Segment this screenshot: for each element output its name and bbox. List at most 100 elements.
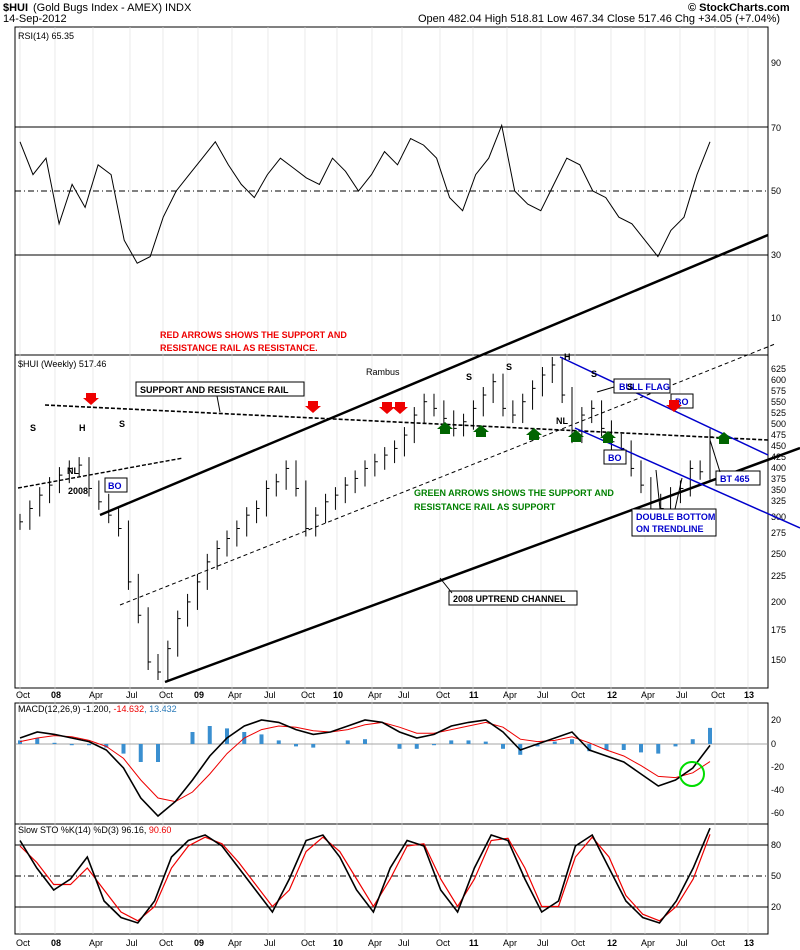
sto-k-line <box>19 827 711 924</box>
macd-signal-value: -14.632 <box>114 704 145 714</box>
price-tick-label: 475 <box>771 430 786 440</box>
red-arrow <box>379 402 395 414</box>
green-arrow <box>568 430 584 442</box>
uptrend-pointer <box>439 577 453 594</box>
bt-label: BT 465 <box>720 474 750 484</box>
label-s-2: S <box>119 419 125 429</box>
x-tick-label: Apr <box>228 938 242 948</box>
x-tick-label: Jul <box>264 938 276 948</box>
red-note-1: RED ARROWS SHOWS THE SUPPORT AND <box>160 330 347 340</box>
price-tick-label: 450 <box>771 441 786 451</box>
label-h-2011: H <box>564 352 571 362</box>
price-tick-label: 625 <box>771 364 786 374</box>
double-bottom-1: DOUBLE BOTTOM <box>636 512 715 522</box>
red-note-2: RESISTANCE RAIL AS RESISTANCE. <box>160 343 318 353</box>
x-tick-label: Jul <box>676 938 688 948</box>
macd-hist-bar <box>466 740 471 744</box>
macd-tick-label: 0 <box>771 739 776 749</box>
rsi-label: RSI(14) 65.35 <box>18 31 74 41</box>
sto-d-line <box>19 834 711 922</box>
label-h-2008: H <box>79 423 86 433</box>
symbol: $HUI <box>3 2 28 14</box>
sr-rail-label: SUPPORT AND RESISTANCE RAIL <box>140 385 289 395</box>
db-pointer-2 <box>655 469 661 510</box>
sto-values: Slow STO %K(14) %D(3) 96.16, <box>18 825 149 835</box>
price-tick-label: 500 <box>771 419 786 429</box>
bull-flag-pointer <box>596 386 615 393</box>
x-tick-label: 08 <box>51 690 61 700</box>
upper-channel-line <box>99 233 769 517</box>
rsi-tick-50: 50 <box>771 186 781 196</box>
price-bars <box>19 356 713 680</box>
macd-tick-label: -40 <box>771 785 784 795</box>
price-tick-label: 550 <box>771 397 786 407</box>
uptrend-label: 2008 UPTREND CHANNEL <box>453 594 566 604</box>
macd-hist-bar <box>552 741 557 744</box>
x-tick-label: Apr <box>368 938 382 948</box>
macd-hist-bar <box>18 740 22 744</box>
x-tick-label: Oct <box>159 938 174 948</box>
green-arrow <box>716 432 732 444</box>
green-arrow <box>437 422 453 434</box>
x-tick-label: 10 <box>333 938 343 948</box>
bt-pointer <box>709 439 721 473</box>
price-panel <box>14 354 769 689</box>
sr-rail-pointer <box>216 395 221 413</box>
x-tick-label: Apr <box>503 690 517 700</box>
green-arrow <box>473 425 489 437</box>
sto-ticks: 80 50 20 <box>771 840 781 912</box>
ohlc: Open 482.04 High 518.81 Low 467.34 Close… <box>418 13 780 25</box>
bo-2008: BO <box>108 481 122 491</box>
label-s-4: S <box>506 362 512 372</box>
x-tick-label: 12 <box>607 938 617 948</box>
x-tick-label: Jul <box>398 690 410 700</box>
bo-box-flag <box>603 449 627 465</box>
author: Rambus <box>366 367 400 377</box>
green-note-2: RESISTANCE RAIL AS SUPPORT <box>414 502 556 512</box>
x-tick-label: Oct <box>711 690 726 700</box>
macd-hist-bar <box>104 744 109 748</box>
lower-channel-line <box>164 446 800 684</box>
macd-hist-bar <box>414 744 419 749</box>
sr-rail-box <box>135 381 305 397</box>
macd-hist-bar <box>259 734 264 744</box>
macd-hist-bar <box>52 742 57 744</box>
macd-hist-value: , 13.432 <box>144 704 177 714</box>
macd-hist-bar <box>673 744 678 747</box>
macd-hist-bar <box>87 744 91 746</box>
red-arrow <box>83 393 99 405</box>
x-tick-label: Oct <box>436 938 451 948</box>
x-tick-label: Jul <box>126 690 138 700</box>
x-tick-label: 12 <box>607 690 617 700</box>
sto-panel <box>14 823 769 935</box>
x-tick-label: 09 <box>194 938 204 948</box>
green-arrow <box>526 428 542 440</box>
x-axis-bottom: Oct 08 Apr Jul Oct 09 Apr Jul Oct 10 Apr Jul Oct 11 Ap… <box>16 938 754 948</box>
sr-rail <box>44 404 769 441</box>
macd-crossover-circle <box>679 761 705 787</box>
macd-hist-bar <box>121 744 126 754</box>
rsi-tick-90: 90 <box>771 58 781 68</box>
macd-hist-bar <box>535 744 540 747</box>
red-arrow <box>305 401 321 413</box>
macd-hist-bar <box>225 728 229 744</box>
macd-tick-label: 20 <box>771 715 781 725</box>
x-tick-label: Apr <box>641 938 655 948</box>
price-tick-label: 350 <box>771 485 786 495</box>
x-axis-price: Oct 08 Apr Jul Oct 09 Apr Jul Oct 10 Apr Jul Oct 11 Ap… <box>16 690 754 700</box>
x-tick-label: Apr <box>228 690 242 700</box>
bull-flag-box <box>613 378 671 394</box>
vertical-grid <box>19 27 749 934</box>
macd-hist-bar <box>397 744 402 749</box>
macd-hist-bar <box>621 744 626 750</box>
x-tick-label: Oct <box>571 690 586 700</box>
rsi-tick-10: 10 <box>771 313 781 323</box>
x-tick-label: Oct <box>436 690 451 700</box>
macd-ticks: 20 0 -20 -40 -60 <box>771 715 784 818</box>
x-tick-label: Apr <box>503 938 517 948</box>
x-tick-label: Oct <box>16 938 31 948</box>
label-s-5: S <box>591 369 597 379</box>
x-tick-label: 13 <box>744 938 754 948</box>
